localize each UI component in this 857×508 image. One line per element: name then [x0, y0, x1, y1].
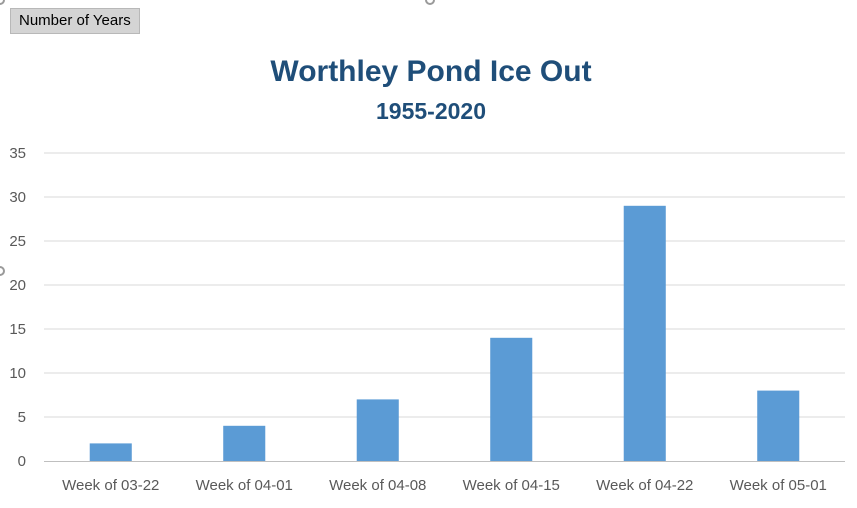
bar-4	[490, 337, 533, 461]
top-left-resize-handle[interactable]	[0, 0, 5, 5]
x-category-label-4: Week of 04-15	[463, 477, 560, 494]
x-axis-category-labels: Week of 03-22 Week of 04-01 Week of 04-08 W…	[62, 477, 827, 494]
y-tick-label-5: 5	[18, 409, 26, 426]
y-tick-label-35: 35	[9, 145, 26, 162]
chart-subtitle: 1955-2020	[376, 98, 486, 124]
x-category-label-5: Week of 04-22	[596, 477, 693, 494]
chart-title: Worthley Pond Ice Out	[270, 55, 592, 88]
y-tick-label-25: 25	[9, 233, 26, 250]
y-tick-label-10: 10	[9, 365, 26, 382]
y-tick-label-30: 30	[9, 189, 26, 206]
y-axis-tick-labels: 0 5 10 15 20 25 30 35	[9, 145, 26, 470]
x-category-label-3: Week of 04-08	[329, 477, 426, 494]
gridlines	[44, 152, 845, 418]
bars	[89, 205, 800, 461]
bar-6	[757, 390, 800, 461]
bar-2	[223, 425, 266, 461]
bar-5	[623, 205, 666, 461]
y-tick-label-15: 15	[9, 321, 26, 338]
x-category-label-2: Week of 04-01	[196, 477, 293, 494]
left-resize-handle[interactable]	[0, 266, 5, 276]
number-of-years-field-button[interactable]: Number of Years	[10, 8, 140, 34]
bar-3	[356, 399, 399, 461]
x-category-label-1: Week of 03-22	[62, 477, 159, 494]
y-tick-label-0: 0	[18, 453, 26, 470]
top-resize-handle[interactable]	[425, 0, 435, 5]
bar-1	[89, 443, 132, 461]
y-tick-label-20: 20	[9, 277, 26, 294]
x-category-label-6: Week of 05-01	[730, 477, 827, 494]
